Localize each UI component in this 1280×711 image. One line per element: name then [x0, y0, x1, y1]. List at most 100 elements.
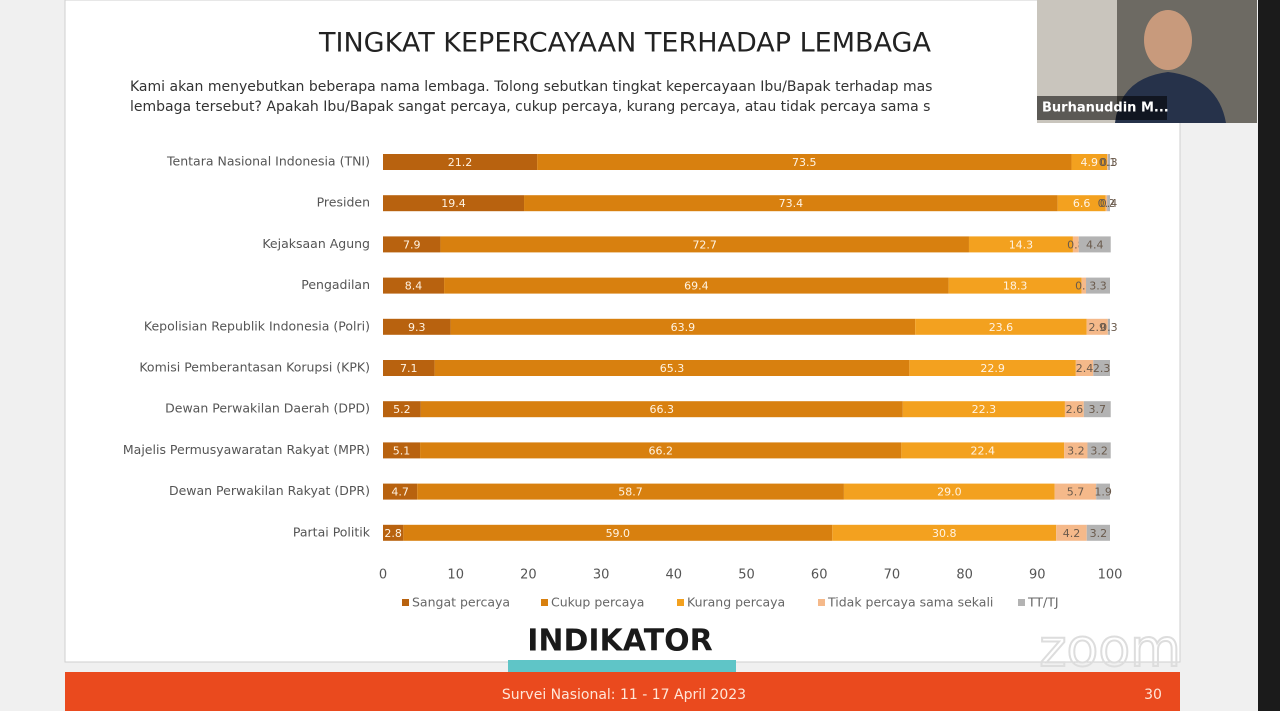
- data-label: 73.5: [792, 156, 817, 169]
- bar-segment: [1107, 195, 1110, 212]
- bar-segment: [1096, 483, 1110, 500]
- legend-label: Tidak percaya sama sekali: [827, 595, 993, 610]
- bar-segment: [901, 442, 1065, 459]
- bar-segment: [1086, 318, 1108, 335]
- video-name: Burhanuddin M...: [1042, 101, 1169, 116]
- x-tick-label: 30: [593, 568, 610, 583]
- data-label: 3.2: [1090, 527, 1108, 540]
- data-label: 14.3: [1009, 238, 1034, 251]
- data-label: 65.3: [660, 362, 685, 375]
- category-label: Partai Politik: [293, 524, 371, 539]
- bar-segment: [1093, 360, 1110, 376]
- bar-segment: [843, 483, 1055, 500]
- data-label: 0.4: [1100, 197, 1118, 210]
- data-label: 22.9: [980, 362, 1005, 375]
- bar-segment: [420, 401, 903, 418]
- video-tile: Burhanuddin M...: [1037, 0, 1257, 123]
- bar-segment: [383, 318, 451, 335]
- category-label: Pengadilan: [301, 277, 370, 292]
- x-tick-label: 50: [738, 568, 755, 583]
- data-label: 66.2: [648, 444, 673, 457]
- data-label: 0.3: [1100, 321, 1118, 334]
- data-label: 22.4: [971, 444, 996, 457]
- bar-segment: [1107, 154, 1110, 170]
- data-label: 69.4: [684, 280, 709, 293]
- data-label: 3.3: [1089, 280, 1107, 293]
- category-label: Komisi Pemberantasan Korupsi (KPK): [139, 360, 370, 375]
- bar-segment: [434, 360, 910, 376]
- bar-segment: [832, 524, 1057, 541]
- data-label: 7.9: [403, 238, 421, 251]
- legend-label: TT/TJ: [1027, 595, 1059, 610]
- bar-segment: [1081, 277, 1087, 294]
- data-label: 30.8: [932, 527, 957, 540]
- question-line: lembaga tersebut? Apakah Ibu/Bapak sanga…: [130, 99, 930, 115]
- data-label: 18.3: [1003, 280, 1028, 293]
- data-label: 63.9: [671, 321, 696, 334]
- x-tick-label: 20: [520, 568, 537, 583]
- data-label: 0.1: [1099, 156, 1117, 169]
- data-label: 21.2: [448, 156, 473, 169]
- x-tick-label: 100: [1098, 568, 1123, 583]
- bar-segment: [383, 195, 525, 212]
- bar-segment: [902, 401, 1065, 418]
- data-label: 6.6: [1073, 197, 1091, 210]
- data-label: 4.2: [1063, 527, 1081, 540]
- data-label: 7.1: [400, 362, 418, 375]
- bar-segment: [1056, 524, 1087, 541]
- bar-segment: [383, 360, 435, 376]
- category-label: Majelis Permusyawaratan Rakyat (MPR): [123, 442, 370, 457]
- bar-segment: [1075, 360, 1094, 376]
- data-label: 19.4: [441, 197, 466, 210]
- legend-label: Cukup percaya: [551, 595, 644, 610]
- bar-segment: [1078, 236, 1111, 253]
- x-tick-label: 60: [811, 568, 828, 583]
- data-label: 3.7: [1089, 403, 1107, 416]
- chart-title: TINGKAT KEPERCAYAAN TERHADAP LEMBAGA: [318, 28, 931, 59]
- bar-segment: [1083, 401, 1111, 418]
- data-label: 4.9: [1081, 156, 1099, 169]
- video-label-bg: [1037, 96, 1167, 120]
- logo-bar: [508, 660, 736, 672]
- bar-segment: [440, 236, 969, 253]
- bar-segment: [383, 236, 441, 253]
- edge: [1258, 0, 1280, 711]
- bar-segment: [1086, 277, 1110, 294]
- x-tick-label: 10: [447, 568, 464, 583]
- bar-segment: [383, 442, 421, 459]
- bar-segment: [968, 236, 1073, 253]
- data-label: 4.4: [1086, 238, 1104, 251]
- data-label: 2.3: [1093, 362, 1111, 375]
- category-label: Presiden: [317, 195, 370, 210]
- question-line: Kami akan menyebutkan beberapa nama lemb…: [130, 79, 932, 95]
- legend-label: Sangat percaya: [412, 595, 510, 610]
- data-label: 4.7: [391, 486, 409, 499]
- data-label: 3.2: [1090, 444, 1108, 457]
- footer-text: Survei Nasional: 11 - 17 April 2023: [502, 687, 746, 703]
- data-label: 2.8: [384, 527, 402, 540]
- data-label: 29.0: [937, 486, 962, 499]
- data-label: 5.7: [1067, 486, 1085, 499]
- bar-segment: [1087, 442, 1111, 459]
- bar-segment: [444, 277, 949, 294]
- data-label: 66.3: [650, 403, 675, 416]
- bar-segment: [1071, 154, 1108, 170]
- bar-segment: [1086, 524, 1110, 541]
- bar-segment: [1107, 154, 1108, 170]
- bar-segment: [417, 483, 844, 500]
- data-label: 9.3: [408, 321, 426, 334]
- category-label: Tentara Nasional Indonesia (TNI): [166, 154, 370, 169]
- x-tick-label: 90: [1029, 568, 1046, 583]
- category-label: Kepolisian Republik Indonesia (Polri): [144, 318, 370, 333]
- video-face: [1144, 10, 1192, 70]
- logo: INDIKATOR: [527, 624, 713, 659]
- bar-segment: [383, 154, 538, 170]
- bar-segment: [383, 524, 404, 541]
- category-label: Kejaksaan Agung: [262, 236, 370, 251]
- data-label: 0.2: [1098, 197, 1116, 210]
- bar-segment: [524, 195, 1058, 212]
- data-label: 5.1: [393, 444, 411, 457]
- category-label: Dewan Perwakilan Daerah (DPD): [165, 401, 370, 416]
